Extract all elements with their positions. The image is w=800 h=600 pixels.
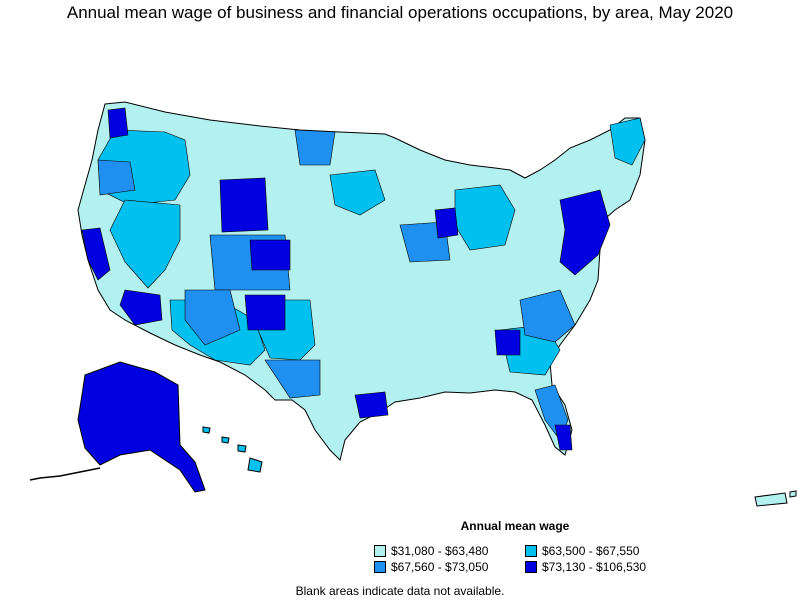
hawaii-kauai [202, 426, 211, 434]
legend-swatch-tier4 [525, 561, 537, 573]
region-midwest-mid [329, 169, 386, 216]
map-title: Annual mean wage of business and financi… [66, 3, 734, 22]
legend-item-tier3: $67,560 - $73,050 [374, 560, 488, 574]
region-southeast-upper [519, 289, 576, 343]
hawaii-maui [237, 444, 247, 453]
region-wyoming-high [219, 177, 269, 233]
hawaii-oahu [221, 436, 230, 444]
legend-title: Annual mean wage [460, 519, 570, 533]
puerto-rico [754, 492, 788, 507]
alaska-aleutians [29, 467, 101, 481]
region-northeast-high [559, 189, 611, 276]
region-arizona-upper [184, 289, 241, 346]
region-great-lakes-mid [454, 184, 516, 251]
region-nevada-mid [109, 199, 181, 289]
region-socal-high [119, 289, 163, 326]
region-colorado-high [249, 239, 291, 271]
hawaii-big-island [247, 457, 263, 473]
legend-item-tier4: $73,130 - $106,530 [525, 560, 646, 574]
region-maine-mid [609, 117, 646, 166]
legend-item-tier2: $63,500 - $67,550 [525, 544, 639, 558]
data-availability-note: Blank areas indicate data not available. [295, 584, 505, 598]
region-northdakota-upper [294, 129, 336, 166]
legend-swatch-tier3 [374, 561, 386, 573]
region-chicago-high [434, 207, 459, 239]
virgin-islands [789, 490, 797, 498]
legend-swatch-tier2 [525, 545, 537, 557]
legend-label-tier2: $63,500 - $67,550 [542, 544, 640, 558]
region-california-high [81, 227, 111, 281]
region-seattle-high [107, 107, 129, 139]
region-florida-south-high [554, 424, 573, 451]
legend-swatch-tier1 [374, 545, 386, 557]
legend-item-tier1: $31,080 - $63,480 [374, 544, 488, 558]
legend-label-tier1: $31,080 - $63,480 [391, 544, 489, 558]
legend-label-tier3: $67,560 - $73,050 [391, 560, 489, 574]
region-newmexico-high [244, 294, 286, 331]
region-texas-west-upper [264, 359, 321, 399]
region-houston-high [354, 391, 389, 419]
region-atlanta-high [494, 329, 521, 356]
legend-label-tier4: $73,130 - $106,530 [542, 560, 647, 574]
region-oregon-upper [97, 159, 136, 196]
alaska [77, 361, 206, 493]
